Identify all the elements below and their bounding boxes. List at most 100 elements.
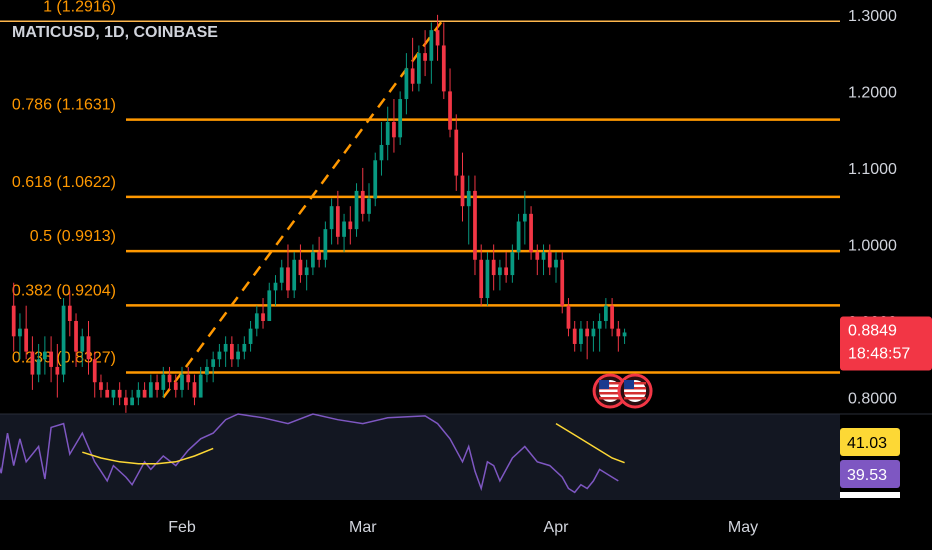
candle-body: [485, 259, 490, 299]
candle: [186, 366, 191, 390]
candle: [155, 374, 159, 398]
candle: [560, 252, 565, 314]
candle-body: [236, 351, 240, 360]
candle-body: [435, 30, 440, 46]
candle-body: [298, 259, 303, 276]
flag-canton: [599, 380, 610, 389]
trend-line-dashed: [162, 17, 445, 399]
candle-body: [597, 321, 602, 329]
candle-body: [373, 160, 378, 199]
time-tick-label: Mar: [349, 519, 377, 536]
candle: [622, 328, 627, 344]
candle-body: [335, 206, 340, 237]
candle: [547, 244, 552, 276]
candle: [485, 252, 490, 306]
candle-body: [610, 305, 614, 329]
candle-body: [11, 305, 16, 337]
candle-body: [286, 267, 290, 291]
candle-body: [579, 328, 583, 344]
candle: [317, 236, 322, 268]
rsi-ma-line: [82, 447, 214, 465]
candle: [124, 389, 128, 413]
candle: [585, 321, 590, 360]
fib-label: 0.786 (1.1631): [12, 97, 116, 114]
candle-body: [535, 252, 540, 260]
rsi-value-badge: [840, 428, 900, 456]
trend-line[interactable]: [162, 17, 445, 399]
candle: [236, 343, 240, 367]
time-tick-label: May: [728, 519, 758, 536]
candle-body: [267, 290, 272, 322]
candle: [535, 244, 540, 276]
candle: [373, 152, 378, 207]
candle-body: [398, 99, 403, 138]
candle: [448, 68, 452, 138]
candle: [410, 37, 415, 92]
candle-body: [304, 267, 309, 276]
candle: [42, 336, 47, 375]
candle-body: [273, 282, 278, 291]
candle: [554, 252, 558, 283]
candle: [603, 298, 608, 329]
candle-body: [130, 397, 135, 406]
candle: [99, 374, 103, 398]
candle-body: [155, 382, 159, 390]
candle-body: [173, 382, 178, 390]
candle: [298, 244, 303, 283]
candle: [454, 114, 459, 191]
candle-body: [566, 305, 571, 329]
time-axis[interactable]: Feb Mar Apr May: [0, 500, 932, 550]
candle-body: [186, 374, 191, 383]
flag-stripe: [599, 382, 622, 385]
candle-body: [105, 389, 110, 398]
candle: [504, 252, 509, 283]
candle: [529, 206, 533, 260]
candle-body: [323, 229, 328, 260]
candle: [80, 328, 85, 367]
time-tick-label: Feb: [168, 519, 196, 536]
candle-body: [404, 68, 409, 100]
candle: [267, 282, 272, 322]
price-tick-label: 1.3000: [848, 8, 897, 25]
rsi-extra-badge: [840, 492, 900, 498]
candle: [211, 351, 216, 383]
rsi-background: [0, 414, 840, 500]
candle: [55, 343, 60, 398]
candle: [460, 152, 465, 222]
candle: [254, 305, 259, 337]
candle-body: [367, 198, 371, 214]
candle-body: [585, 328, 590, 337]
candle: [111, 389, 116, 406]
countdown-timer: 18:48:57: [848, 346, 910, 363]
candle: [429, 22, 434, 84]
candle-body: [429, 30, 434, 61]
candle-body: [591, 328, 596, 337]
candle: [61, 298, 66, 383]
candle-body: [254, 313, 259, 329]
candle-body: [529, 213, 533, 253]
candle-body: [111, 389, 116, 398]
candle-body: [510, 252, 515, 276]
candle-body: [329, 206, 334, 230]
time-tick-label: Apr: [544, 519, 570, 536]
candle: [180, 366, 184, 398]
candle-body: [460, 175, 465, 207]
candle: [498, 259, 502, 291]
candle-body: [148, 382, 153, 398]
candle: [510, 244, 515, 283]
candle-body: [117, 389, 122, 398]
fib-label: 0.382 (0.9204): [12, 282, 116, 299]
flag-stripe: [599, 387, 622, 390]
candle-body: [242, 343, 247, 352]
candle-body: [311, 252, 315, 268]
candle: [18, 313, 22, 360]
event-markers[interactable]: [592, 373, 653, 409]
symbol-label[interactable]: MATICUSD, 1D, COINBASE: [12, 24, 218, 41]
candle-body: [385, 122, 390, 145]
candle: [342, 213, 346, 253]
us-flag-icon: [617, 373, 653, 409]
candle: [167, 366, 172, 390]
candle-body: [211, 359, 216, 367]
candle-body: [61, 305, 66, 375]
